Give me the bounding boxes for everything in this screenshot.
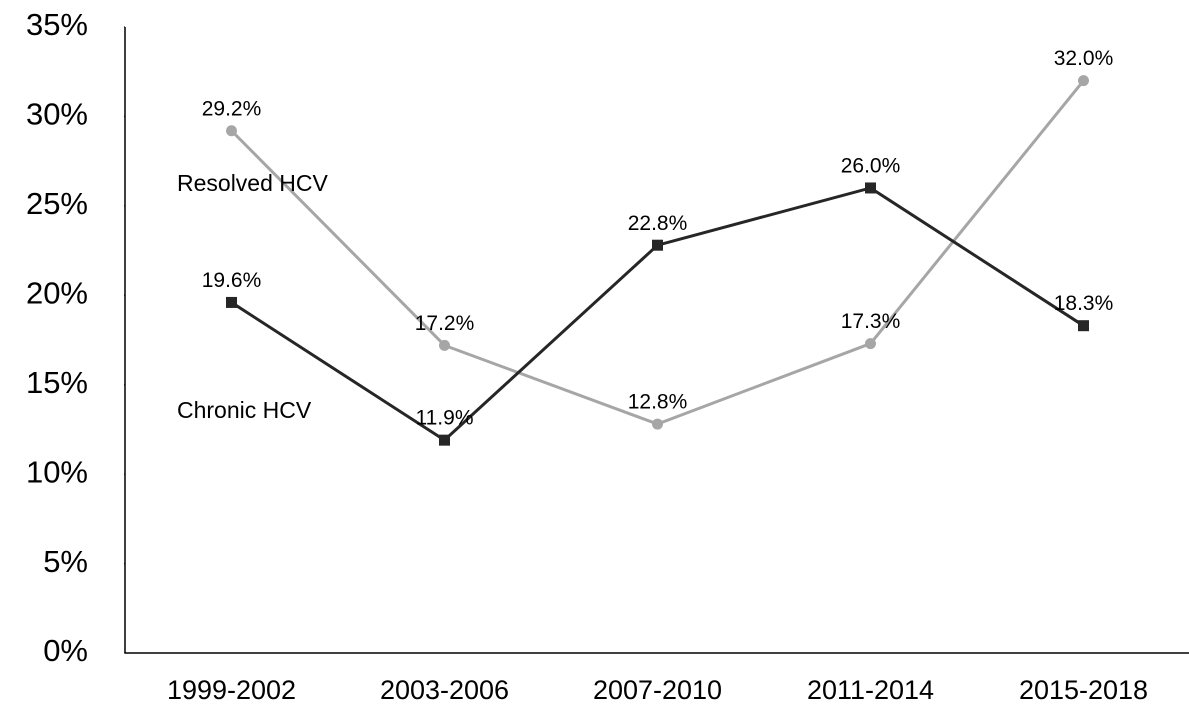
marker [1078,320,1089,332]
x-tick-label: 2003-2006 [380,675,509,705]
x-tick-label: 2011-2014 [807,675,934,705]
marker [439,339,450,351]
y-tick-label: 10% [26,454,88,489]
marker [865,338,876,350]
data-label: 11.9% [416,407,474,430]
marker [439,434,450,446]
data-label: 26.0% [841,155,901,178]
y-tick-label: 35% [26,7,88,42]
y-tick-label: 20% [26,275,88,310]
marker [865,182,876,194]
marker [652,418,663,430]
data-label: 19.6% [202,269,262,292]
data-label: 22.8% [628,212,688,235]
marker [1078,75,1089,87]
series-label: Resolved HCV [177,170,328,196]
marker [226,125,237,137]
x-tick-label: 2007-2010 [593,675,722,705]
x-tick-label: 2015-2018 [1019,675,1148,705]
marker [652,239,663,251]
y-tick-label: 15% [26,365,88,400]
data-label: 32.0% [1054,47,1114,70]
data-label: 29.2% [202,97,262,120]
x-tick-label: 1999-2002 [167,675,296,705]
y-tick-label: 25% [26,186,88,221]
data-label: 12.8% [628,391,688,414]
series-line [230,79,1085,426]
y-tick-label: 5% [43,544,88,579]
y-tick-label: 30% [26,97,88,132]
data-label: 17.3% [841,310,901,333]
y-tick-label: 0% [43,633,88,668]
data-label: 18.3% [1054,292,1114,315]
marker [226,296,237,308]
series-label: Chronic HCV [177,397,312,423]
data-label: 17.2% [415,312,475,335]
